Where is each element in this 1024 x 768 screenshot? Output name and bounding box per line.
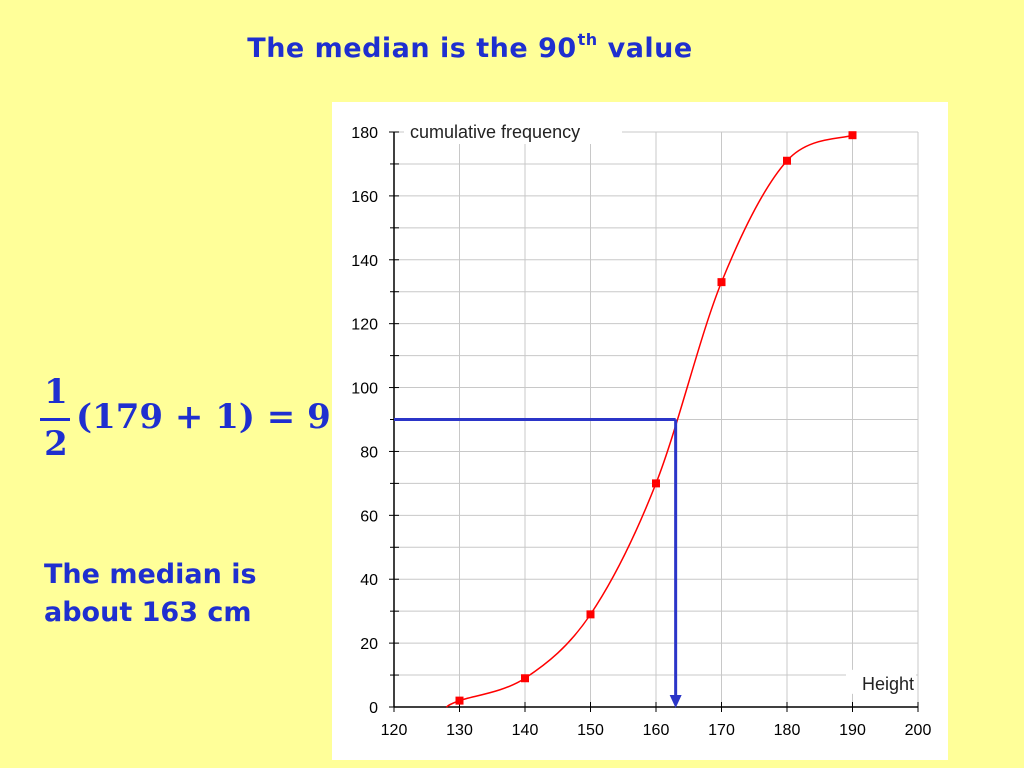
- data-point: [521, 674, 529, 683]
- title-main: The median is the 90: [247, 33, 577, 64]
- data-point: [455, 696, 464, 705]
- y-tick-label: 20: [360, 636, 378, 653]
- x-tick-label: 160: [643, 722, 670, 739]
- formula-expression: (179 + 1) = 90: [76, 397, 355, 437]
- fraction-denominator: 2: [44, 424, 68, 464]
- x-tick-label: 120: [381, 722, 408, 739]
- y-axis-label: cumulative frequency: [410, 122, 580, 142]
- y-tick-label: 120: [351, 317, 378, 334]
- x-axis-label: Height: [862, 674, 914, 694]
- y-tick-label: 40: [360, 572, 378, 589]
- x-tick-label: 150: [577, 722, 604, 739]
- cumulative-frequency-chart: 0 20 40 60 80 100 120 140 160 180 120 130 140 150 160 1…: [332, 102, 948, 760]
- median-statement: The median is about 163 cm: [44, 556, 324, 632]
- x-tick-label: 130: [446, 722, 473, 739]
- cumulative-frequency-curve: [446, 134, 853, 708]
- data-point: [652, 479, 660, 488]
- x-tick-label: 170: [708, 722, 735, 739]
- y-tick-label: 160: [351, 189, 378, 206]
- data-point: [848, 131, 857, 140]
- chart-labels: 0 20 40 60 80 100 120 140 160 180 120 130 140 150 160 1…: [351, 120, 931, 739]
- median-guide: [394, 418, 682, 708]
- chart-axes: [389, 131, 919, 712]
- y-tick-label: 100: [351, 381, 378, 398]
- y-tick-label: 60: [360, 508, 378, 525]
- chart-svg: 0 20 40 60 80 100 120 140 160 180 120 130 140 150 160 1…: [351, 120, 931, 739]
- x-tick-label: 180: [774, 722, 801, 739]
- median-line-2: about 163 cm: [44, 597, 252, 628]
- title-superscript: th: [577, 30, 598, 49]
- y-axis-label-bg: [404, 120, 622, 144]
- slide-title: The median is the 90th value: [0, 30, 940, 64]
- fraction-bar: [40, 418, 70, 421]
- median-arrowhead: [669, 695, 682, 708]
- x-tick-label: 200: [905, 722, 932, 739]
- title-end: value: [607, 33, 693, 64]
- chart-curve: [446, 134, 853, 708]
- chart-points: [455, 131, 857, 705]
- data-point: [783, 156, 791, 165]
- data-point: [717, 278, 726, 287]
- x-axis-label-bg: [846, 669, 916, 694]
- x-tick-label: 140: [512, 722, 539, 739]
- y-tick-label: 0: [369, 700, 378, 717]
- data-point: [586, 610, 595, 619]
- y-tick-label: 180: [351, 125, 378, 142]
- x-tick-label: 190: [839, 722, 866, 739]
- fraction-numerator: 1: [44, 372, 68, 412]
- median-line-1: The median is: [44, 559, 257, 590]
- y-tick-label: 140: [351, 253, 378, 270]
- y-tick-label: 80: [360, 444, 378, 461]
